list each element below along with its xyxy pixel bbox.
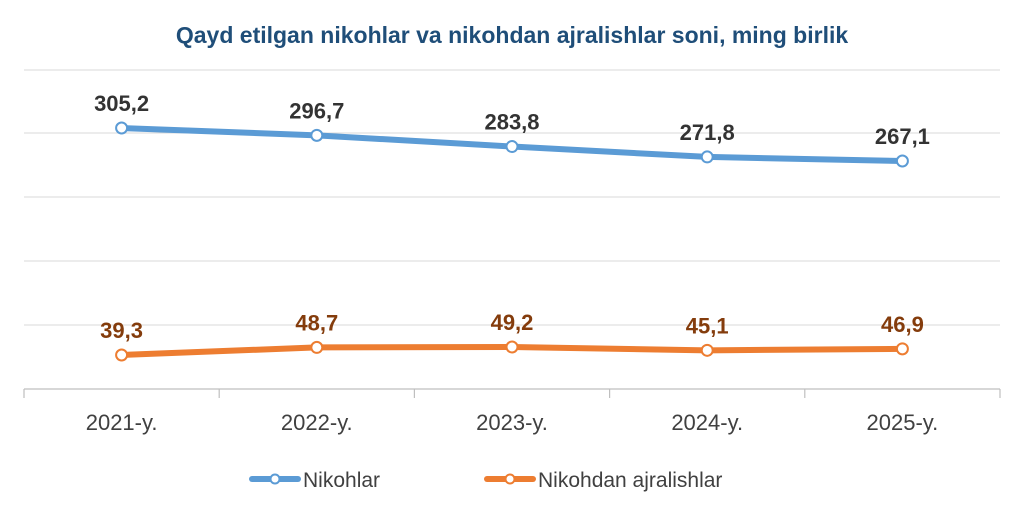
x-tick-label: 2025-y. [867, 410, 939, 435]
legend-label: Nikohdan ajralishlar [538, 469, 722, 492]
data-point [700, 343, 714, 357]
data-point [115, 348, 129, 362]
x-tick-label: 2022-y. [281, 410, 353, 435]
data-point [310, 340, 324, 354]
data-point [895, 342, 909, 356]
data-label: 45,1 [686, 313, 729, 338]
data-point [505, 140, 519, 154]
data-label: 49,2 [491, 310, 534, 335]
data-point [310, 128, 324, 142]
data-label: 46,9 [881, 312, 924, 337]
data-label: 39,3 [100, 318, 143, 343]
data-point [700, 150, 714, 164]
data-label: 296,7 [289, 98, 344, 123]
legend-marker [269, 473, 281, 485]
data-point [115, 121, 129, 135]
x-tick-label: 2023-y. [476, 410, 548, 435]
data-label: 267,1 [875, 124, 930, 149]
data-label: 283,8 [484, 110, 539, 135]
legend-marker [504, 473, 516, 485]
data-label: 271,8 [680, 120, 735, 145]
x-tick-label: 2021-y. [86, 410, 158, 435]
legend-label: Nikohlar [303, 469, 380, 492]
chart-title: Qayd etilgan nikohlar va nikohdan ajrali… [175, 22, 849, 48]
x-tick-label: 2024-y. [671, 410, 743, 435]
data-point [895, 154, 909, 168]
data-label: 48,7 [295, 310, 338, 335]
data-label: 305,2 [94, 91, 149, 116]
data-point [505, 340, 519, 354]
